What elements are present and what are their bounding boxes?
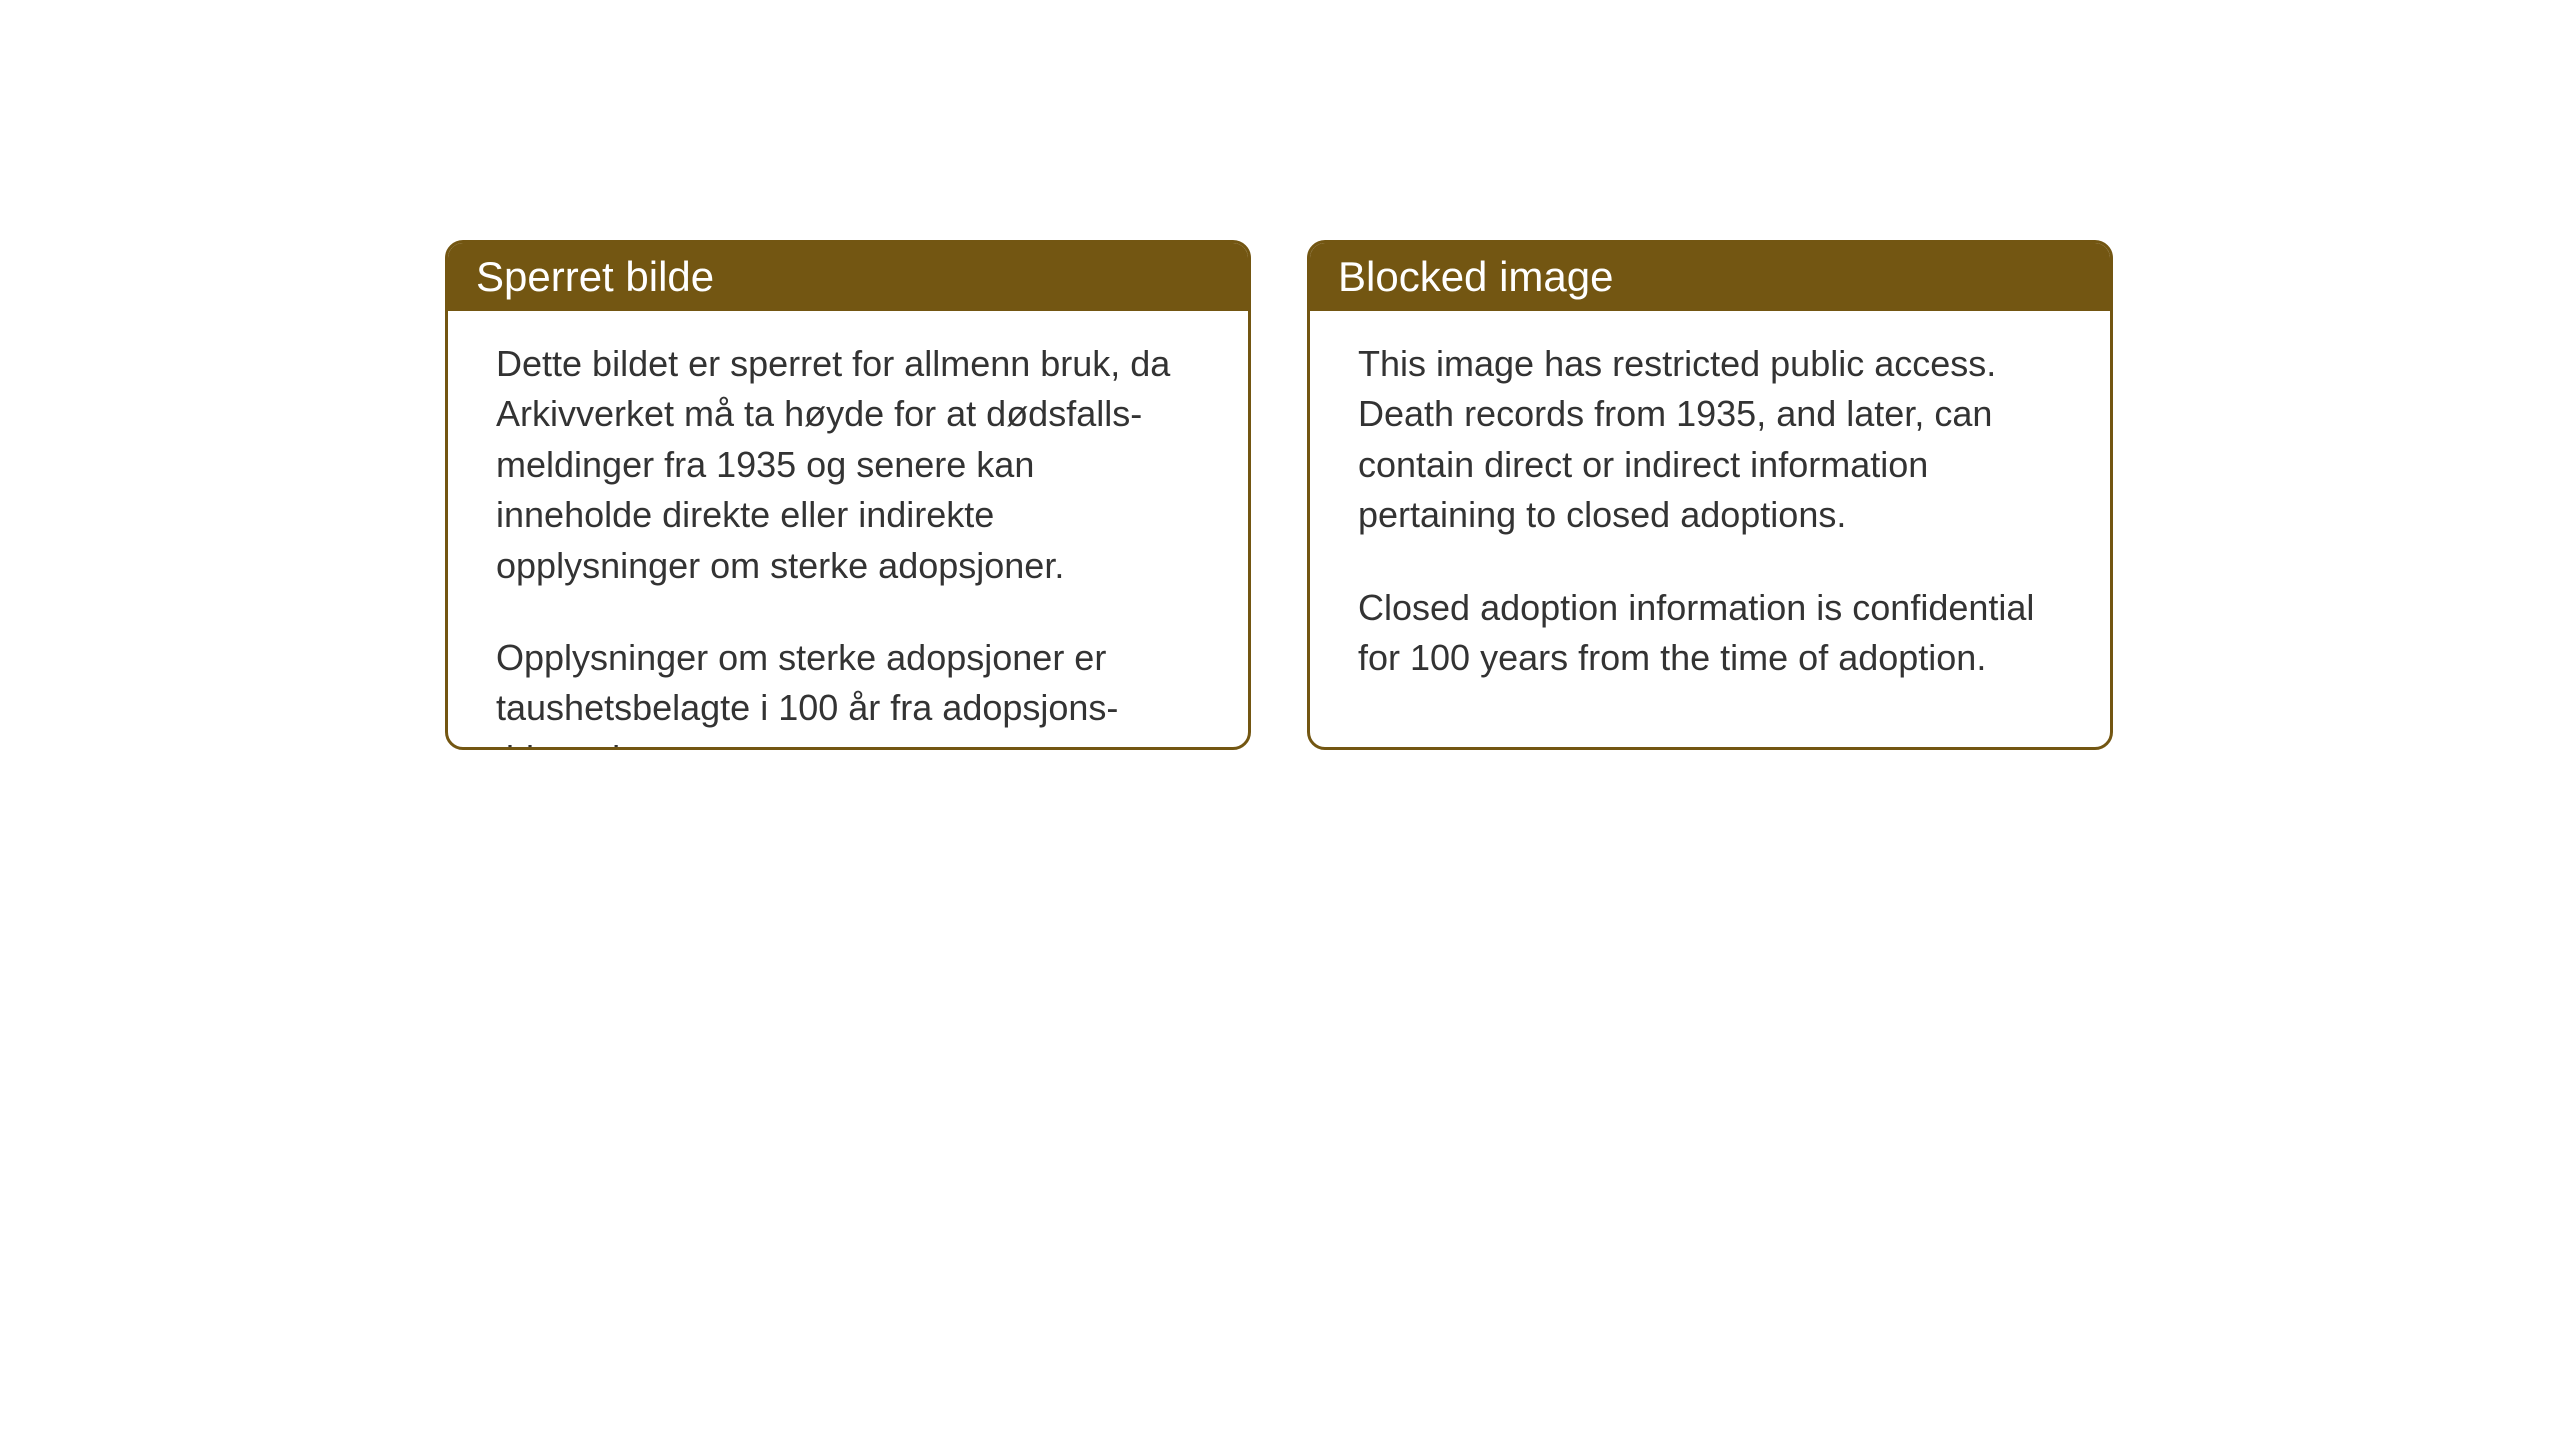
english-card-title: Blocked image	[1310, 243, 2110, 311]
norwegian-card-title: Sperret bilde	[448, 243, 1248, 311]
norwegian-paragraph-1: Dette bildet er sperret for allmenn bruk…	[496, 339, 1200, 591]
english-paragraph-2: Closed adoption information is confident…	[1358, 583, 2062, 684]
notice-cards-container: Sperret bilde Dette bildet er sperret fo…	[445, 240, 2113, 750]
norwegian-paragraph-2: Opplysninger om sterke adopsjoner er tau…	[496, 633, 1200, 750]
english-card-body: This image has restricted public access.…	[1310, 311, 2110, 711]
english-notice-card: Blocked image This image has restricted …	[1307, 240, 2113, 750]
norwegian-notice-card: Sperret bilde Dette bildet er sperret fo…	[445, 240, 1251, 750]
english-paragraph-1: This image has restricted public access.…	[1358, 339, 2062, 541]
norwegian-card-body: Dette bildet er sperret for allmenn bruk…	[448, 311, 1248, 750]
